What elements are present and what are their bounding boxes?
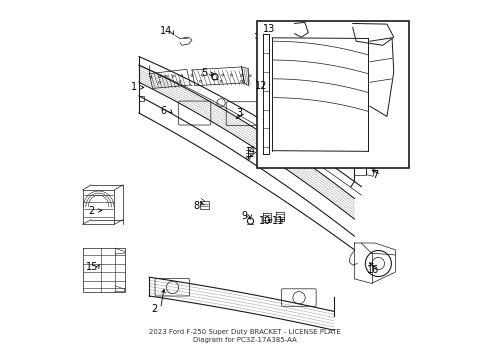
FancyBboxPatch shape xyxy=(226,102,259,126)
Text: 4: 4 xyxy=(249,146,255,156)
Text: 14: 14 xyxy=(160,26,172,36)
Text: 1: 1 xyxy=(131,82,137,93)
FancyBboxPatch shape xyxy=(282,289,316,306)
Text: 2: 2 xyxy=(151,304,157,314)
Text: 10: 10 xyxy=(259,216,271,226)
Text: 9: 9 xyxy=(241,211,247,221)
Text: 7: 7 xyxy=(372,170,378,180)
Text: 2: 2 xyxy=(89,206,95,216)
FancyBboxPatch shape xyxy=(178,101,211,125)
Text: 16: 16 xyxy=(367,265,379,275)
Text: 12: 12 xyxy=(255,81,268,91)
Text: 13: 13 xyxy=(263,24,275,34)
Text: 6: 6 xyxy=(161,105,167,116)
FancyBboxPatch shape xyxy=(257,21,409,168)
Text: 15: 15 xyxy=(86,262,98,272)
Text: 8: 8 xyxy=(194,201,199,211)
Text: 5: 5 xyxy=(201,68,207,78)
Text: 2023 Ford F-250 Super Duty BRACKET - LICENSE PLATE
Diagram for PC3Z-17A385-AA: 2023 Ford F-250 Super Duty BRACKET - LIC… xyxy=(149,329,341,343)
Text: 11: 11 xyxy=(272,216,285,226)
Text: 3: 3 xyxy=(237,108,243,118)
FancyBboxPatch shape xyxy=(155,279,190,296)
